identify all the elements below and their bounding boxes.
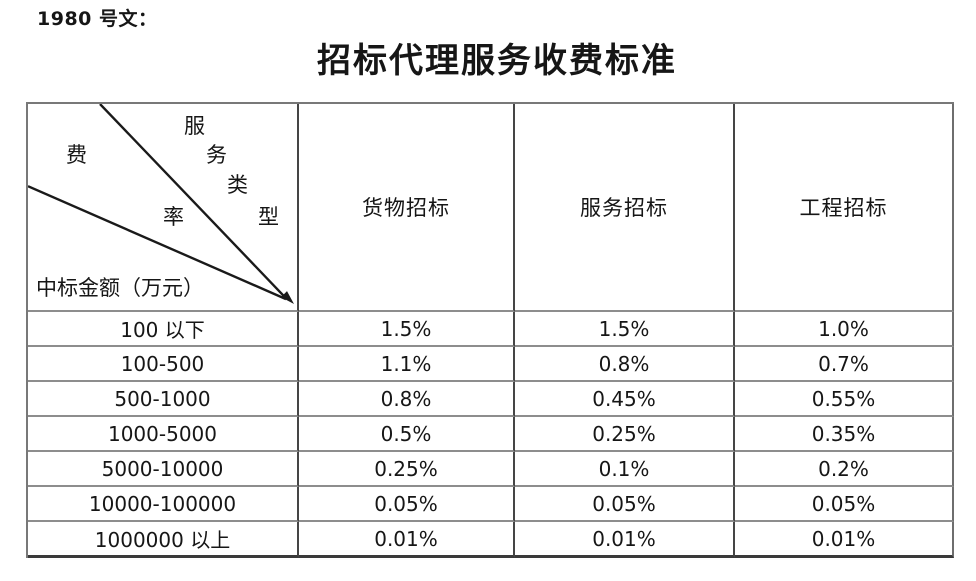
amount-range-cell: 10000-100000 [28,487,299,522]
corner-type-char: 类 [227,173,248,197]
engineering-rate-cell: 0.05% [735,487,954,522]
engineering-rate-cell: 0.7% [735,347,954,382]
service-rate-cell: 0.1% [515,452,735,487]
amount-range-cell: 1000-5000 [28,417,299,452]
engineering-rate-cell: 0.35% [735,417,954,452]
table-row: 100 以下 1.5% 1.5% 1.0% [28,312,954,347]
table-row: 500-1000 0.8% 0.45% 0.55% [28,382,954,417]
doc-number-label: 1980 号文： [37,8,158,30]
table-row: 10000-100000 0.05% 0.05% 0.05% [28,487,954,522]
table-row: 100-500 1.1% 0.8% 0.7% [28,347,954,382]
corner-rate-char: 率 [163,205,184,229]
service-rate-cell: 0.8% [515,347,735,382]
corner-amount-label: 中标金额（万元） [36,276,204,300]
column-header-goods: 货物招标 [299,104,515,312]
goods-rate-cell: 0.8% [299,382,515,417]
table-header-row: 服 务 类 型 费 率 中标金额（万元） 货物招标 服务招标 工程招标 [28,104,954,312]
engineering-rate-cell: 0.2% [735,452,954,487]
service-rate-cell: 0.45% [515,382,735,417]
goods-rate-cell: 0.5% [299,417,515,452]
goods-rate-cell: 1.1% [299,347,515,382]
amount-range-cell: 5000-10000 [28,452,299,487]
amount-range-cell: 100-500 [28,347,299,382]
table-row: 5000-10000 0.25% 0.1% 0.2% [28,452,954,487]
amount-range-cell: 100 以下 [28,312,299,347]
diagonal-divider-icon [28,104,294,305]
engineering-rate-cell: 0.55% [735,382,954,417]
corner-rate-char: 费 [66,143,87,167]
goods-rate-cell: 0.25% [299,452,515,487]
table-row: 1000-5000 0.5% 0.25% 0.35% [28,417,954,452]
column-header-service: 服务招标 [515,104,735,312]
page-title: 招标代理服务收费标准 [317,41,677,81]
goods-rate-cell: 0.01% [299,522,515,558]
service-rate-cell: 0.05% [515,487,735,522]
engineering-rate-cell: 0.01% [735,522,954,558]
table-row: 1000000 以上 0.01% 0.01% 0.01% [28,522,954,558]
goods-rate-cell: 0.05% [299,487,515,522]
column-header-engineering: 工程招标 [735,104,954,312]
service-rate-cell: 1.5% [515,312,735,347]
amount-range-cell: 1000000 以上 [28,522,299,558]
service-rate-cell: 0.01% [515,522,735,558]
engineering-rate-cell: 1.0% [735,312,954,347]
corner-type-char: 务 [206,143,227,167]
amount-range-cell: 500-1000 [28,382,299,417]
service-rate-cell: 0.25% [515,417,735,452]
corner-type-char: 服 [184,114,205,138]
corner-header-cell: 服 务 类 型 费 率 中标金额（万元） [28,104,299,312]
corner-type-char: 型 [258,205,279,229]
goods-rate-cell: 1.5% [299,312,515,347]
fee-standard-table: 服 务 类 型 费 率 中标金额（万元） 货物招标 服务招标 工程招标 100 … [26,102,954,558]
